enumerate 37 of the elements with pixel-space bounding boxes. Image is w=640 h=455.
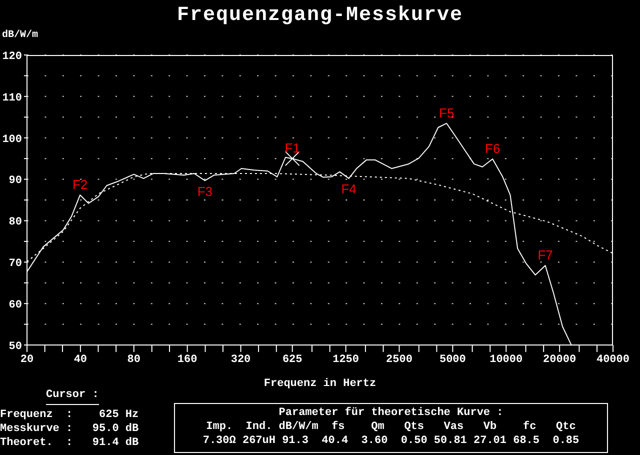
annotation: F5 [439,105,454,120]
y-tick-label: 80 [8,216,22,229]
x-tick-label: 2500 [386,354,412,366]
x-tick-label: 20000 [543,354,576,366]
x-tick-label: 40 [74,354,88,366]
text: Frequenz : 625 Hz [0,408,139,422]
y-tick-label: 120 [2,50,22,63]
y-tick-label: 100 [2,134,22,146]
annotation: F4 [341,182,356,197]
annotation: F3 [197,184,212,199]
annotation: F1 [284,140,300,156]
y-tick-label: 70 [8,258,22,270]
text: Imp. Ind. dB/W/m fs Qm Qts Vas Vb fc Qtc [205,420,577,434]
x-tick-label: 40000 [596,354,630,366]
y-tick-label: 50 [8,340,22,353]
text: Cursor : [46,388,99,405]
x-tick-label: 20 [20,354,34,366]
chart-title: Frequenzgang-Messkurve [176,4,464,27]
x-tick-label: 5000 [439,354,466,366]
y-tick-label: 60 [8,299,22,312]
annotation: F2 [72,177,88,192]
x-axis-title: Frequenz in Hertz [262,378,378,390]
annotation: F7 [538,247,553,262]
x-tick-label: 10000 [490,354,523,366]
annotation: F6 [485,140,500,156]
y-tick-label: 90 [8,175,22,188]
y-tick-label: 110 [2,92,22,104]
x-tick-label: 625 [282,354,303,366]
text: Messkurve : 95.0 dB [0,422,139,436]
x-tick-label: 80 [127,354,140,366]
text: 7.30Ω 267uH 91.3 40.4 3.60 0.50 50.81 27.01 68.5 0.85 [202,434,580,448]
x-tick-label: 1250 [332,354,360,366]
x-tick-label: 160 [177,354,198,366]
text: Theoret. : 91.4 dB [0,436,139,450]
text: Parameter für theoretische Kurve : [278,406,504,420]
x-tick-label: 320 [230,354,251,366]
y-axis-title: dB/W/m [2,30,38,41]
